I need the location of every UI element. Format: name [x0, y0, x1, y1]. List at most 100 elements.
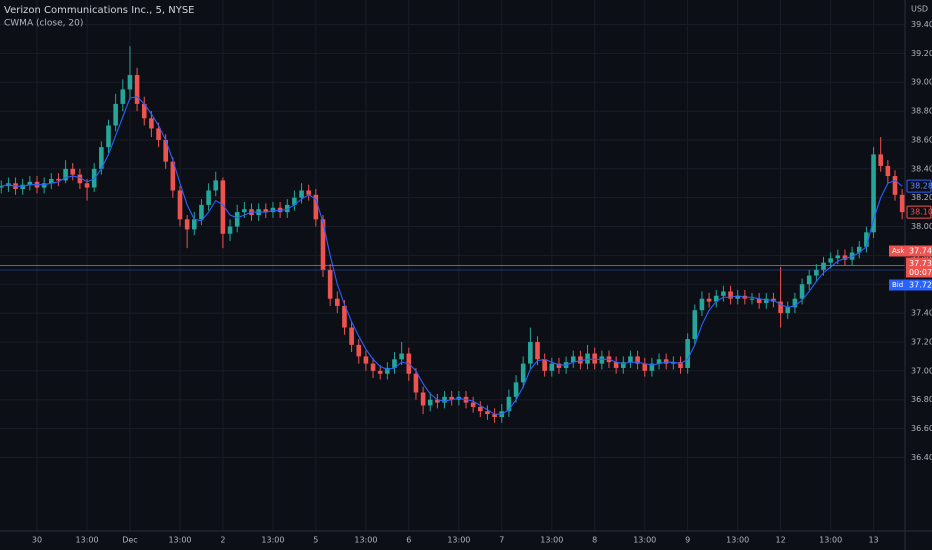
y-tick-label: 36.80	[911, 395, 932, 404]
x-tick-label: 13:00	[76, 536, 99, 545]
candle-body	[628, 356, 633, 363]
candle-body	[392, 359, 397, 368]
candle-body	[370, 363, 376, 371]
candle-body	[864, 232, 869, 247]
candle-body	[141, 103, 147, 119]
candle-body	[427, 399, 433, 406]
candle-body	[227, 226, 233, 234]
candle-body	[313, 194, 319, 220]
candle-body	[349, 327, 354, 345]
candle-body	[41, 183, 47, 188]
y-tick-label: 38.20	[911, 193, 932, 202]
candle-body	[184, 219, 190, 230]
y-tick-label: 38.00	[911, 222, 932, 231]
candle-body	[578, 356, 583, 364]
candle-body	[327, 269, 333, 299]
y-tick-label: 39.00	[911, 78, 932, 87]
candle-body	[663, 359, 669, 364]
candle-body	[513, 382, 519, 397]
candle-body	[735, 295, 740, 299]
candle-body	[613, 362, 619, 368]
x-tick-label: 12	[776, 536, 786, 545]
candle-body	[449, 396, 454, 400]
candle-body	[234, 212, 240, 227]
candle-body	[785, 307, 791, 314]
candle-body	[892, 176, 898, 195]
ask-tag-text: Ask	[892, 247, 905, 255]
x-tick-label: 6	[406, 536, 411, 545]
cwma-last-box	[906, 179, 932, 193]
candle-body	[420, 392, 426, 406]
x-tick-label: Dec	[122, 536, 137, 545]
candle-body	[506, 396, 512, 412]
close-last-text: 38.10	[910, 208, 932, 217]
candle-body	[671, 362, 676, 364]
indicator-label: CWMA (close, 20)	[4, 19, 83, 29]
x-tick-label: 30	[32, 536, 42, 545]
y-tick-label: 38.60	[911, 135, 932, 144]
cwma-line	[1, 96, 903, 415]
candle-body	[520, 363, 526, 383]
y-tick-label: 37.40	[911, 309, 932, 318]
candle-body	[134, 75, 140, 104]
ask-box	[906, 245, 932, 257]
candle-body	[113, 103, 118, 126]
y-tick-label: 38.80	[911, 107, 932, 116]
candle-body	[149, 118, 154, 129]
candle-body	[413, 373, 419, 393]
candle-body	[70, 168, 76, 175]
x-tick-label: 13:00	[540, 536, 563, 545]
candle-body	[299, 190, 304, 198]
candle-body	[899, 194, 905, 213]
candle-body	[842, 255, 848, 260]
x-tick-label: 5	[313, 536, 318, 545]
candle-body	[699, 298, 705, 311]
candle-body	[792, 298, 798, 308]
y-tick-label: 39.20	[911, 49, 932, 58]
candle-body	[549, 363, 555, 371]
bid-tag	[889, 279, 906, 291]
candle-body	[199, 204, 204, 220]
candle-body	[385, 367, 390, 374]
candle-body	[356, 344, 362, 357]
candle-body	[342, 305, 347, 328]
candle-body	[756, 298, 762, 304]
ask-text: 37.74	[909, 247, 932, 256]
candle-body	[306, 190, 311, 195]
candle-body	[320, 219, 326, 270]
candle-body	[685, 339, 690, 368]
candle-body	[828, 258, 833, 263]
candle-body	[292, 197, 297, 205]
candle-body	[242, 209, 247, 213]
candle-body	[821, 262, 826, 270]
x-tick-label: 9	[685, 536, 690, 545]
candle-body	[749, 298, 755, 300]
x-tick-label: 13:00	[633, 536, 656, 545]
candle-body	[585, 353, 590, 364]
x-tick-label: 2	[220, 536, 225, 545]
candle-body	[814, 269, 819, 276]
x-tick-label: 13:00	[168, 536, 191, 545]
candle-body	[871, 154, 876, 233]
candle-body	[728, 291, 733, 299]
candle-body	[764, 298, 769, 304]
candle-body	[692, 310, 698, 340]
bid-text: 37.72	[909, 281, 932, 290]
candle-body	[156, 128, 161, 140]
candle-body	[77, 174, 83, 184]
candle-body	[621, 362, 626, 368]
candle-body	[592, 353, 597, 364]
y-tick-label: 37.20	[911, 337, 932, 346]
candle-body	[678, 362, 683, 368]
candle-body	[599, 356, 605, 364]
candle-body	[213, 180, 219, 191]
x-tick-label: 13:00	[354, 536, 377, 545]
candle-body	[20, 184, 25, 190]
y-tick-label: 36.60	[911, 424, 932, 433]
candle-body	[470, 402, 476, 407]
candle-body	[49, 178, 54, 184]
candle-body	[835, 255, 841, 259]
x-tick-label: 13:00	[726, 536, 749, 545]
candle-body	[642, 363, 648, 371]
